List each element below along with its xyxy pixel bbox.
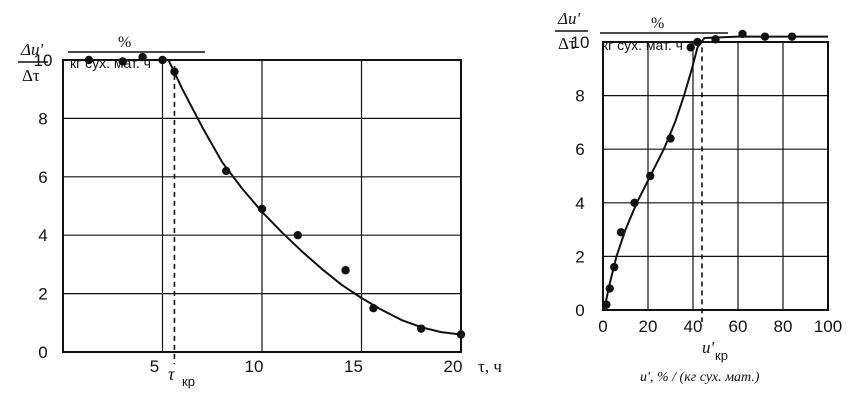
data-point (257, 204, 267, 214)
data-point (605, 284, 614, 293)
data-point (760, 32, 770, 41)
chart-left-ylabel-denominator: Δτ (22, 66, 40, 85)
chart-right: 0 2 4 6 8 10 0 20 40 60 80 100 Δu' Δτ % кг сух. ма… (555, 9, 842, 385)
chart-left-unit-denominator: кг сух. мат. ч (70, 55, 151, 71)
data-point (602, 300, 611, 309)
data-point (158, 55, 167, 65)
x-tick-label: 80 (774, 317, 793, 336)
data-point (118, 57, 127, 66)
chart-right-xlabel: u', % / (кг сух. мат.) (640, 370, 760, 385)
y-tick-label: 2 (575, 247, 584, 266)
chart-left-x-tick-labels: 5 10 15 20 (150, 357, 463, 376)
data-point (84, 55, 94, 65)
data-point (293, 231, 303, 240)
y-tick-label: 8 (38, 109, 47, 128)
chart-right-x-tick-labels: 0 20 40 60 80 100 (598, 317, 842, 336)
chart-right-critical-subscript: кр (715, 348, 728, 363)
x-tick-label: 10 (245, 357, 264, 376)
chart-right-curve-group (603, 35, 828, 322)
chart-right-ylabel-numerator: Δu' (557, 9, 580, 28)
chart-left-unit-numerator: % (118, 34, 131, 51)
y-tick-label: 8 (575, 87, 584, 106)
y-tick-label: 6 (38, 168, 47, 187)
chart-right-points (602, 29, 797, 309)
data-point (666, 134, 675, 143)
x-tick-label: 5 (150, 357, 159, 376)
data-point (170, 67, 179, 76)
chart-left-xlabel: τ, ч (478, 357, 502, 376)
y-tick-label: 4 (38, 226, 47, 245)
data-point (787, 32, 797, 41)
y-tick-label: 2 (38, 285, 47, 304)
x-tick-label: 100 (814, 317, 842, 336)
x-tick-label: 20 (444, 357, 463, 376)
data-point (456, 330, 466, 339)
chart-left-points (84, 52, 466, 339)
data-point (630, 198, 639, 207)
y-tick-label: 0 (575, 301, 584, 320)
chart-left-critical-label: τ (168, 364, 175, 384)
chart-right-ylabel-denominator: Δτ (558, 34, 576, 53)
y-tick-label: 6 (575, 140, 584, 159)
y-tick-label: 0 (38, 343, 47, 362)
chart-left-curve-group (63, 59, 462, 364)
chart-left-y-tick-labels: 0 2 4 6 8 10 (34, 51, 53, 362)
data-point (221, 166, 231, 176)
chart-right-plot-area (602, 41, 829, 311)
chart-right-unit-denominator: кг сух. мат. ч (602, 37, 683, 53)
data-point (369, 304, 378, 313)
data-point (693, 37, 702, 47)
x-tick-label: 15 (344, 357, 363, 376)
y-tick-label: 10 (34, 51, 53, 70)
x-tick-label: 40 (684, 317, 703, 336)
data-point (616, 228, 626, 237)
chart-right-y-tick-labels: 0 2 4 6 8 10 (571, 33, 590, 320)
chart-right-critical-label: u' (702, 338, 715, 357)
fitted-curve (603, 35, 828, 311)
data-point (686, 43, 695, 52)
chart-left-critical-subscript: кр (182, 374, 195, 389)
data-point (417, 324, 426, 333)
x-tick-label: 60 (729, 317, 748, 336)
x-tick-label: 0 (598, 317, 607, 336)
y-tick-label: 10 (571, 33, 590, 52)
y-tick-label: 4 (575, 194, 584, 213)
data-point (341, 266, 350, 275)
data-point (711, 35, 720, 44)
chart-left-ylabel-numerator: Δu' (20, 40, 43, 59)
data-point (646, 171, 655, 181)
data-point (138, 52, 147, 62)
data-point (738, 29, 747, 39)
chart-left-grid (63, 60, 461, 352)
data-point (610, 262, 619, 272)
chart-right-unit-numerator: % (651, 15, 664, 32)
chart-right-grid (603, 42, 828, 310)
x-tick-label: 20 (639, 317, 658, 336)
fitted-curve (63, 59, 462, 336)
